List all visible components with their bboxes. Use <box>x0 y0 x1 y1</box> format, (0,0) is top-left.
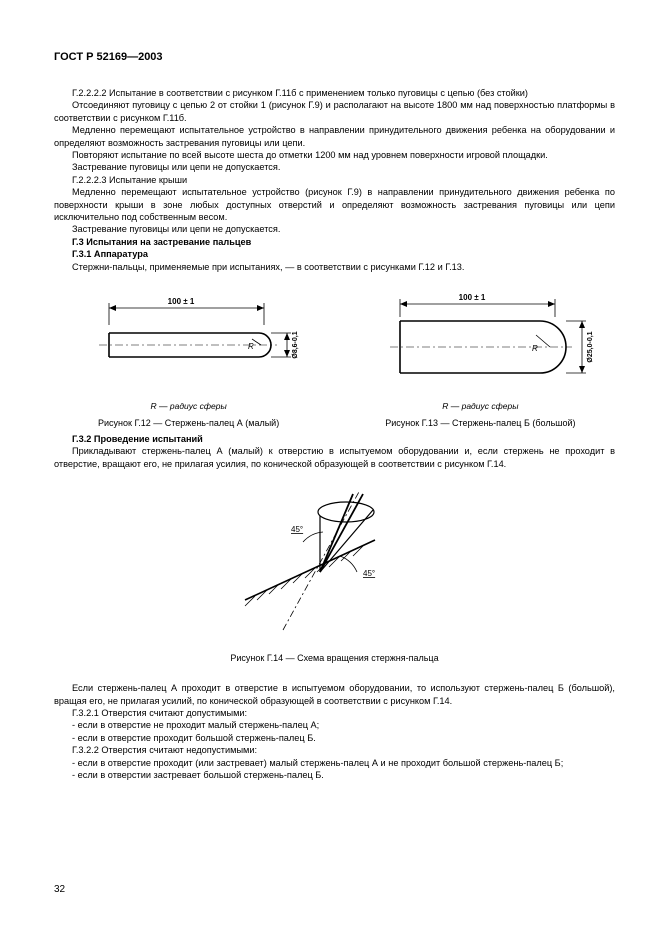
paragraph: Г.3.2.2 Отверстия считают недопустимыми: <box>54 744 615 756</box>
svg-text:R: R <box>248 342 254 351</box>
page: ГОСТ Р 52169—2003 Г.2.2.2.2 Испытание в … <box>0 0 661 936</box>
paragraph: Повторяют испытание по всей высоте шеста… <box>54 149 615 161</box>
figure-g14: 45° 45° Рисунок Г.14 — Схема вращения ст… <box>54 480 615 664</box>
page-number: 32 <box>54 883 65 897</box>
paragraph: Г.2.2.2.3 Испытание крыши <box>54 174 615 186</box>
paragraph: Прикладывают стержень-палец А (малый) к … <box>54 445 615 470</box>
paragraph: Застревание пуговицы или цепи не допуска… <box>54 161 615 173</box>
figure-caption: Рисунок Г.12 — Стержень-палец А (малый) <box>54 417 323 429</box>
dim-length: 100 ± 1 <box>167 297 194 306</box>
list-item: - если в отверстие не проходит малый сте… <box>54 719 615 731</box>
dim-angle-right: 45° <box>363 569 375 578</box>
dim-length: 100 ± 1 <box>459 293 486 302</box>
paragraph: Если стержень-палец А проходит в отверст… <box>54 682 615 707</box>
paragraph: Застревание пуговицы или цепи не допуска… <box>54 223 615 235</box>
svg-text:R: R <box>532 344 538 353</box>
figure-caption: Рисунок Г.13 — Стержень-палец Б (большой… <box>346 417 615 429</box>
radius-caption: R — радиус сферы <box>54 401 323 412</box>
figure-caption: Рисунок Г.14 — Схема вращения стержня-па… <box>54 652 615 664</box>
dim-diameter-small: Ø8,6-0,1 <box>292 331 299 358</box>
figure-g13: 100 ± 1 R Ø25,0-0,1 R — радиус сферы Рис… <box>346 285 615 429</box>
list-item: - если в отверстии застревает большой ст… <box>54 769 615 781</box>
dim-angle-left: 45° <box>291 525 303 534</box>
figure-row: 100 ± 1 R Ø8,6-0,1 R — радиус сферы <box>54 285 615 429</box>
paragraph: Стержни-пальцы, применяемые при испытани… <box>54 261 615 273</box>
radius-caption: R — радиус сферы <box>346 401 615 412</box>
document-header: ГОСТ Р 52169—2003 <box>54 50 615 65</box>
heading: Г.3 Испытания на застревание пальцев <box>54 236 615 248</box>
list-item: - если в отверстие проходит (или застрев… <box>54 757 615 769</box>
figure-g12: 100 ± 1 R Ø8,6-0,1 R — радиус сферы <box>54 285 323 429</box>
paragraph: Г.3.2.1 Отверстия считают допустимыми: <box>54 707 615 719</box>
paragraph: Г.2.2.2.2 Испытание в соответствии с рис… <box>54 87 615 99</box>
dim-diameter-large: Ø25,0-0,1 <box>587 332 594 363</box>
heading: Г.3.1 Аппаратура <box>54 248 615 260</box>
paragraph: Медленно перемещают испытательное устрой… <box>54 186 615 223</box>
heading: Г.3.2 Проведение испытаний <box>54 433 615 445</box>
list-item: - если в отверстие проходит большой стер… <box>54 732 615 744</box>
paragraph: Медленно перемещают испытательное устрой… <box>54 124 615 149</box>
paragraph: Отсоединяют пуговицу с цепью 2 от стойки… <box>54 99 615 124</box>
